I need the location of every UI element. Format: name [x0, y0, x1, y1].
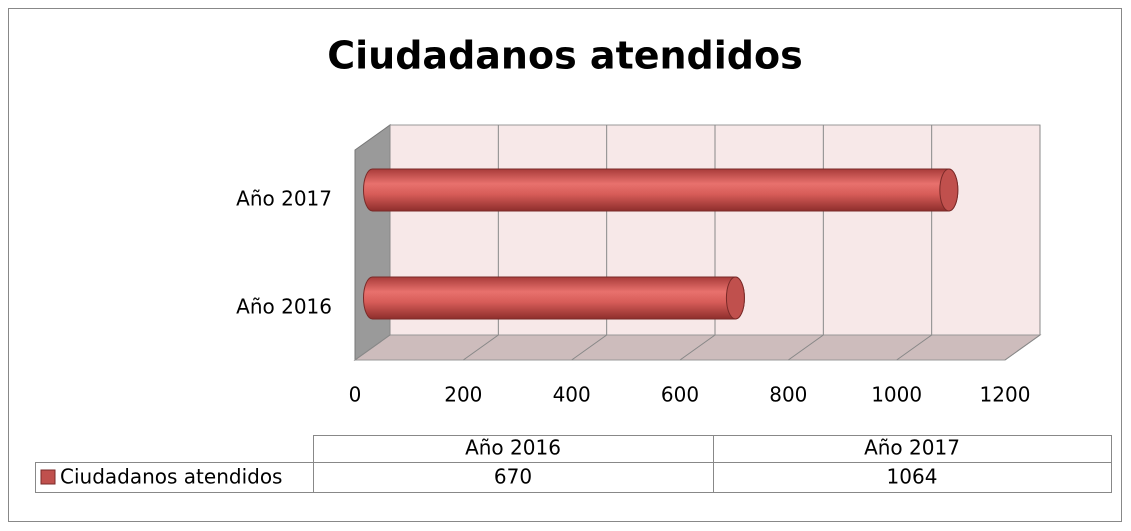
legend-key	[40, 469, 56, 485]
legend-label: Ciudadanos atendidos	[60, 465, 282, 489]
table-header-label: Año 2016	[465, 436, 561, 460]
y-tick-label: Año 2016	[236, 295, 332, 319]
x-tick-label: 400	[553, 383, 591, 407]
x-tick-label: 600	[661, 383, 699, 407]
bar-cap	[725, 276, 745, 320]
bar-cap	[939, 168, 959, 212]
x-tick-label: 800	[769, 383, 807, 407]
table-row	[35, 462, 1112, 493]
y-tick-label: Año 2017	[236, 187, 332, 211]
bar	[363, 168, 959, 212]
x-tick-label: 1000	[871, 383, 922, 407]
x-tick-label: 0	[349, 383, 362, 407]
side-wall	[354, 124, 391, 361]
chart-title: Ciudadanos atendidos	[327, 34, 802, 78]
grid-line	[1004, 125, 1041, 361]
bar	[363, 276, 745, 320]
table-value: 670	[494, 465, 532, 489]
x-tick-label: 200	[444, 383, 482, 407]
table-header-label: Año 2017	[864, 436, 960, 460]
table-value: 1064	[887, 465, 938, 489]
x-tick-label: 1200	[980, 383, 1031, 407]
